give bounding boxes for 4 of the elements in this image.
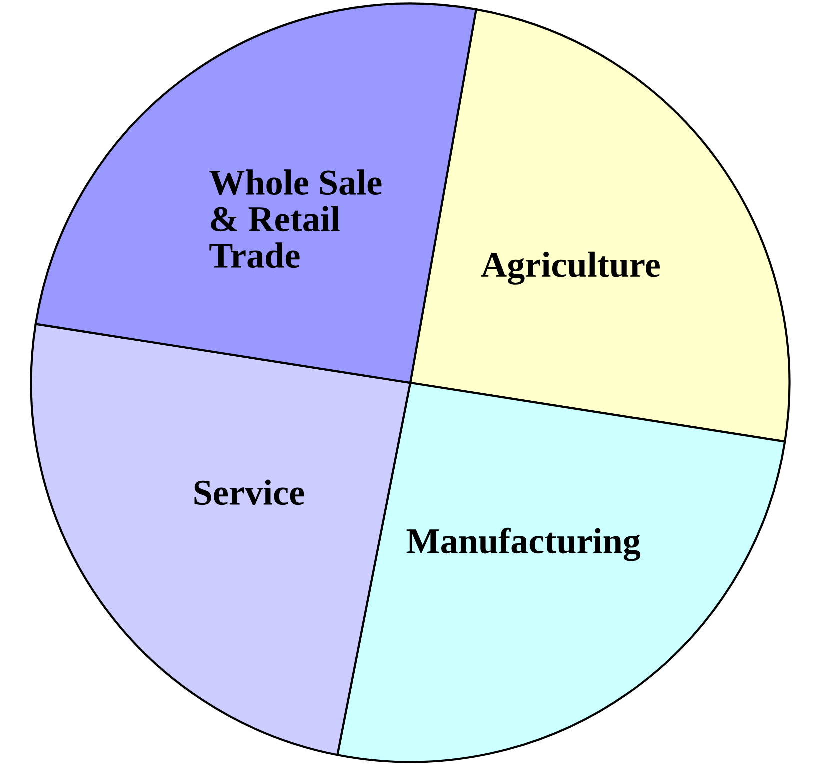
slice-label: Manufacturing xyxy=(406,528,641,562)
slice-label: Service xyxy=(194,480,304,506)
slice-label: Whole Sale & Retail Trade xyxy=(210,170,382,268)
slice-label: Agriculture xyxy=(481,252,660,285)
